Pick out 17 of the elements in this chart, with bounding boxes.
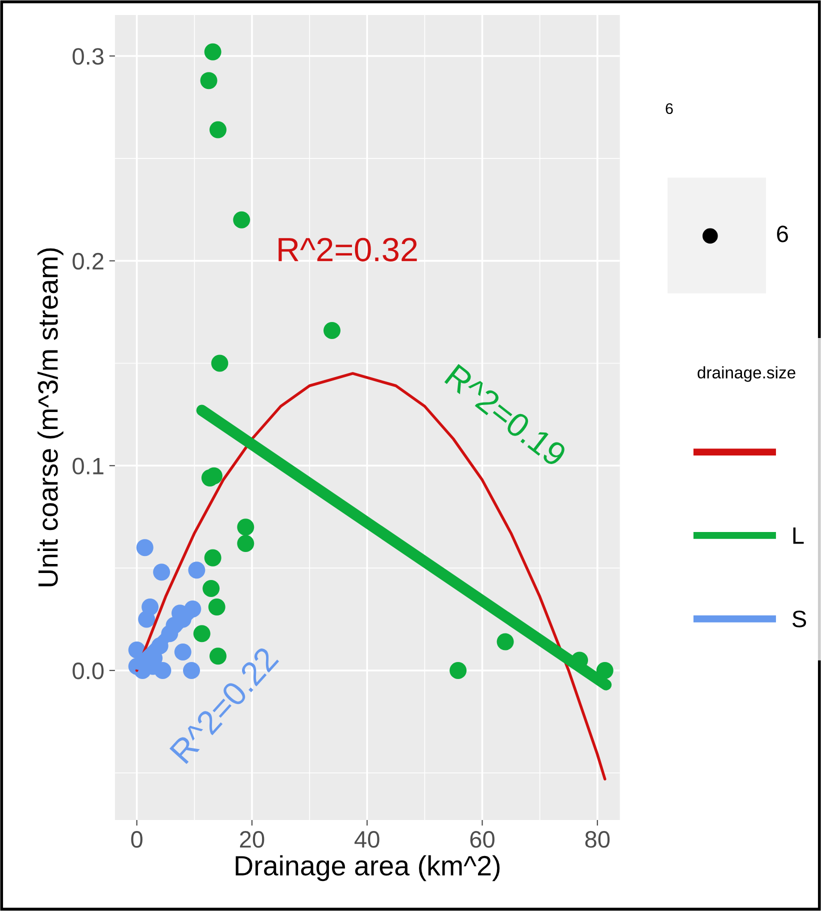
- legend-label: L: [793, 527, 804, 544]
- y-tick-label: 0.3: [72, 48, 104, 65]
- x-tick-label: 40: [354, 831, 380, 848]
- text: 6: [666, 103, 673, 114]
- x-axis-title: Drainage area (km^2): [236, 855, 500, 882]
- x-tick-label: 60: [470, 831, 494, 848]
- y-axis-title: Unit coarse (m^3/m stream): [37, 248, 64, 586]
- x-tick-label: 0: [131, 831, 142, 848]
- legend-label: S: [792, 610, 806, 628]
- text: 6: [777, 226, 788, 242]
- annotation: R^2=0.32: [278, 238, 417, 262]
- x-tick-label: 20: [240, 831, 264, 848]
- y-tick-label: 0.2: [72, 252, 104, 270]
- y-tick-label: 0.0: [72, 662, 104, 680]
- y-tick-label: 0.1: [72, 458, 104, 474]
- x-tick-label: 80: [585, 831, 610, 848]
- legend-title: drainage.size: [698, 366, 796, 382]
